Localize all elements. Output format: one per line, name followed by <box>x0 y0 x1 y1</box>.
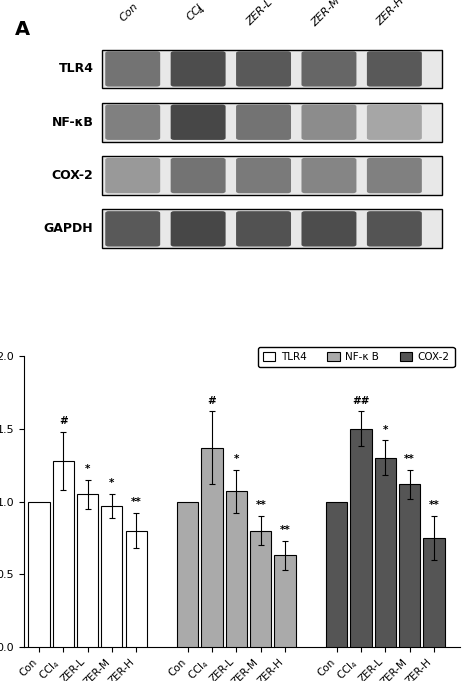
Text: ZER-H: ZER-H <box>375 0 407 28</box>
Bar <box>326 501 347 647</box>
Text: *: * <box>234 454 239 464</box>
FancyBboxPatch shape <box>301 158 356 193</box>
FancyBboxPatch shape <box>367 211 422 247</box>
Text: #: # <box>208 396 217 406</box>
Bar <box>102 156 442 195</box>
Text: ZER-L: ZER-L <box>245 0 275 27</box>
Bar <box>101 506 122 647</box>
Bar <box>423 538 445 647</box>
Bar <box>177 501 199 647</box>
Bar <box>102 210 442 249</box>
Text: *: * <box>85 464 90 474</box>
Bar <box>374 458 396 647</box>
FancyBboxPatch shape <box>105 104 160 140</box>
Text: 4: 4 <box>197 5 207 16</box>
FancyBboxPatch shape <box>236 158 291 193</box>
Text: *: * <box>109 479 115 488</box>
Bar <box>274 555 296 647</box>
Text: *: * <box>383 425 388 434</box>
FancyBboxPatch shape <box>301 104 356 140</box>
FancyBboxPatch shape <box>171 158 226 193</box>
Text: ##: ## <box>352 396 370 406</box>
Text: ZER-M: ZER-M <box>309 0 342 29</box>
Text: NF-κB: NF-κB <box>52 116 93 129</box>
FancyBboxPatch shape <box>236 211 291 247</box>
FancyBboxPatch shape <box>171 211 226 247</box>
FancyBboxPatch shape <box>367 104 422 140</box>
FancyBboxPatch shape <box>236 51 291 86</box>
Bar <box>350 429 372 647</box>
Text: CCl: CCl <box>184 2 205 22</box>
Text: **: ** <box>131 497 142 507</box>
FancyBboxPatch shape <box>105 211 160 247</box>
Text: **: ** <box>428 501 439 510</box>
FancyBboxPatch shape <box>236 104 291 140</box>
Legend: TLR4, NF-κ B, COX-2: TLR4, NF-κ B, COX-2 <box>258 347 455 368</box>
FancyBboxPatch shape <box>301 51 356 86</box>
FancyBboxPatch shape <box>367 51 422 86</box>
Bar <box>201 447 223 647</box>
Bar <box>226 492 247 647</box>
Text: COX-2: COX-2 <box>52 169 93 182</box>
FancyBboxPatch shape <box>171 51 226 86</box>
Text: **: ** <box>280 525 291 535</box>
Text: GAPDH: GAPDH <box>44 223 93 236</box>
Bar <box>77 494 98 647</box>
Bar <box>399 484 420 647</box>
Text: **: ** <box>404 454 415 464</box>
Text: A: A <box>15 20 30 39</box>
FancyBboxPatch shape <box>301 211 356 247</box>
Text: Con: Con <box>118 1 140 23</box>
FancyBboxPatch shape <box>105 51 160 86</box>
FancyBboxPatch shape <box>105 158 160 193</box>
Bar <box>102 103 442 142</box>
FancyBboxPatch shape <box>367 158 422 193</box>
FancyBboxPatch shape <box>171 104 226 140</box>
Text: TLR4: TLR4 <box>58 63 93 76</box>
Bar <box>28 501 49 647</box>
Text: **: ** <box>255 501 266 510</box>
Bar <box>126 530 147 647</box>
Bar <box>250 530 272 647</box>
Bar <box>102 50 442 89</box>
Text: #: # <box>59 416 68 426</box>
Bar <box>53 461 74 647</box>
